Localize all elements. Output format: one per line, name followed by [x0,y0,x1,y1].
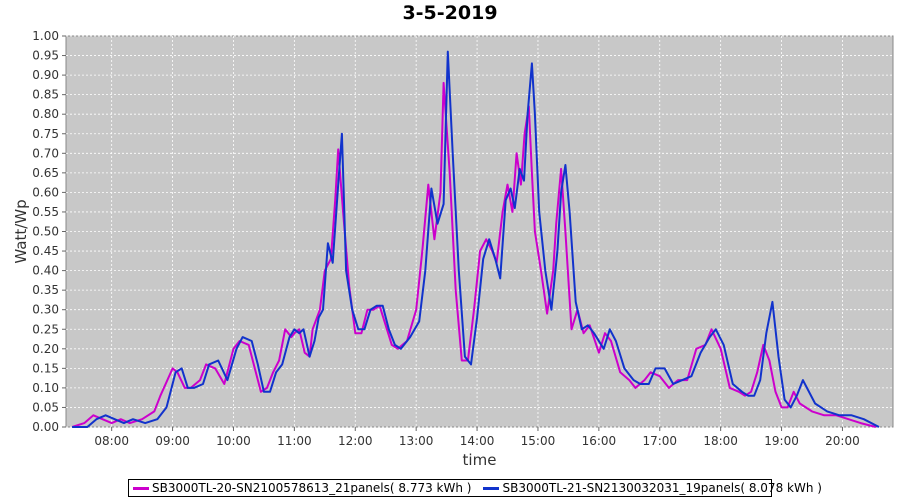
x-tick-label: 14:00 [460,434,495,448]
legend-label: SB3000TL-20-SN2100578613_21panels( 8.773… [152,481,472,495]
x-tick-label: 11:00 [277,434,312,448]
y-tick-label: 0.45 [32,244,59,258]
y-tick-label: 0.30 [32,303,59,317]
x-tick-label: 09:00 [155,434,190,448]
legend: SB3000TL-20-SN2100578613_21panels( 8.773… [128,479,822,497]
y-tick-label: 0.70 [32,146,59,160]
x-axis-label: time [463,451,497,469]
x-tick-label: 15:00 [521,434,556,448]
y-tick-label: 0.00 [32,420,59,434]
y-tick-label: 1.00 [32,29,59,43]
legend-swatch [133,486,149,490]
y-tick-label: 0.90 [32,68,59,82]
x-tick-label: 16:00 [582,434,617,448]
legend-item-1: SB3000TL-20-SN2100578613_21panels( 8.773… [133,481,471,495]
y-axis-label: Watt/Wp [12,199,30,263]
legend-item-2: SB3000TL-21-SN2130032031_19panels( 8.078… [483,481,822,495]
x-tick-label: 18:00 [703,434,738,448]
y-tick-label: 0.55 [32,205,59,219]
x-tick-label: 10:00 [216,434,251,448]
y-tick-label: 0.75 [32,127,59,141]
y-tick-label: 0.35 [32,283,59,297]
x-axis: 08:00 09:00 10:00 11:00 12:00 13:00 14:00 15:00… [94,427,860,448]
y-tick-label: 0.50 [32,225,59,239]
legend-label: SB3000TL-21-SN2130032031_19panels( 8.078… [502,481,822,495]
y-tick-label: 0.80 [32,107,59,121]
y-axis: 0.00 0.05 0.10 0.15 0.20 0.25 0.30 0.35 0.40 0.45… [32,29,66,434]
x-tick-label: 19:00 [764,434,799,448]
y-tick-label: 0.10 [32,381,59,395]
x-tick-label: 13:00 [399,434,434,448]
series-lines [71,50,880,428]
chart-title: 3-5-2019 [402,2,498,24]
y-tick-label: 0.85 [32,88,59,102]
y-tick-label: 0.40 [32,264,59,278]
x-tick-label: 08:00 [94,434,129,448]
x-tick-label: 20:00 [825,434,860,448]
y-tick-label: 0.05 [32,400,59,414]
x-tick-label: 12:00 [338,434,373,448]
line-chart: 0.00 0.05 0.10 0.15 0.20 0.25 0.30 0.35 0.40 0.45… [12,29,894,469]
y-tick-label: 0.20 [32,342,59,356]
x-tick-label: 17:00 [642,434,677,448]
y-tick-label: 0.25 [32,322,59,336]
series-line-2 [72,50,880,428]
legend-swatch [483,486,500,490]
y-tick-label: 0.15 [32,361,59,375]
y-tick-label: 0.60 [32,185,59,199]
y-tick-label: 0.65 [32,166,59,180]
y-tick-label: 0.95 [32,49,59,63]
